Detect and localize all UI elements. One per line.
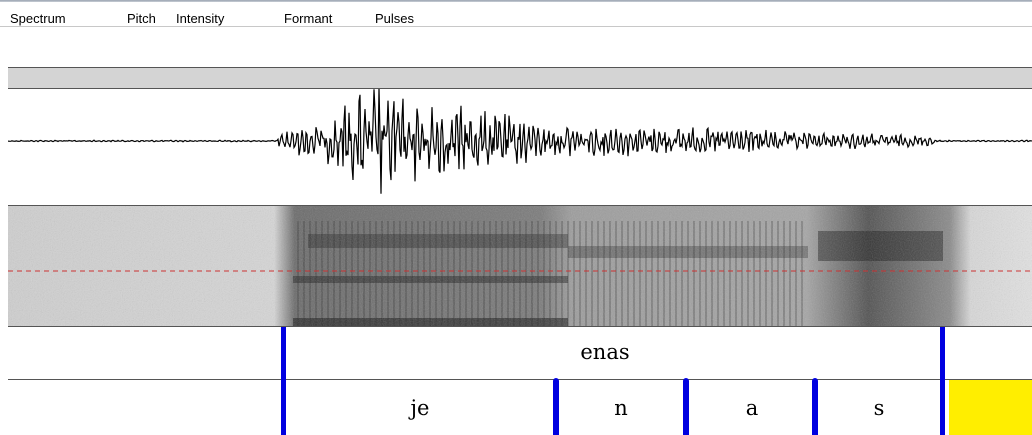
- boundary-a-s[interactable]: [812, 378, 818, 435]
- tier1-interval-label: enas: [580, 340, 630, 364]
- tier2-interval-a: a: [745, 396, 759, 420]
- boundary-je-n[interactable]: [553, 378, 559, 435]
- selection-bar[interactable]: [8, 67, 1032, 89]
- selected-interval-highlight: [949, 380, 1032, 435]
- waveform-svg: [7, 87, 1032, 194]
- tier2-interval-je: je: [410, 396, 430, 420]
- menu-spectrum[interactable]: Spectrum: [10, 11, 66, 26]
- waveform-panel[interactable]: [7, 87, 1032, 206]
- textgrid-tier-1[interactable]: enas: [8, 327, 1032, 380]
- waveform-trace: [7, 87, 1032, 194]
- tier2-interval-s: s: [873, 396, 885, 420]
- menu-bar: Spectrum Pitch Intensity Formant Pulses: [0, 2, 1032, 27]
- spectrogram-noise: [8, 206, 1032, 326]
- tier2-interval-n: n: [614, 396, 628, 420]
- boundary-end[interactable]: [940, 327, 945, 435]
- menu-pitch[interactable]: Pitch: [127, 11, 156, 26]
- menu-formant[interactable]: Formant: [284, 11, 333, 26]
- spectrogram-panel[interactable]: [8, 206, 1032, 327]
- textgrid-tier-2[interactable]: je n a s: [8, 380, 1032, 435]
- menu-intensity[interactable]: Intensity: [176, 11, 225, 26]
- spectrogram-svg: [8, 206, 1032, 326]
- boundary-start[interactable]: [281, 327, 286, 435]
- boundary-n-a[interactable]: [683, 378, 689, 435]
- window-top-edge: [0, 0, 1032, 2]
- menu-pulses[interactable]: Pulses: [375, 11, 415, 26]
